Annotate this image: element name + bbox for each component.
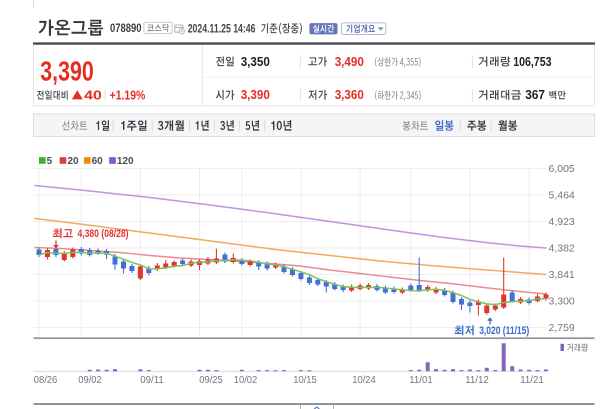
svg-text:09/02: 09/02 [78,375,102,386]
svg-text:+1.19%: +1.19% [110,87,146,102]
svg-text:09/25: 09/25 [199,375,223,386]
svg-text:2024.11.25 14:46: 2024.11.25 14:46 [188,23,256,35]
svg-text:3,020 (11/15): 3,020 (11/15) [479,325,529,337]
svg-text:6,005: 6,005 [549,163,575,175]
svg-text:3,390: 3,390 [40,56,93,87]
svg-text:4,382: 4,382 [549,243,575,255]
svg-text:3,390: 3,390 [241,88,270,102]
svg-text:4,923: 4,923 [549,216,575,228]
svg-text:3,841: 3,841 [549,269,575,281]
svg-text:11/01: 11/01 [409,375,433,386]
svg-text:60: 60 [92,156,104,167]
svg-text:09/11: 09/11 [140,375,164,386]
svg-text:4,380 (08/28): 4,380 (08/28) [78,228,129,240]
svg-text:3,350: 3,350 [241,55,270,69]
svg-text:120: 120 [117,156,134,167]
svg-text:5,464: 5,464 [549,190,575,202]
svg-text:367: 367 [525,88,545,102]
svg-text:3,360: 3,360 [335,88,364,102]
svg-text:11/21: 11/21 [520,375,544,386]
svg-text:078890: 078890 [110,21,142,35]
svg-text:20: 20 [68,156,80,167]
svg-text:40: 40 [84,87,102,102]
svg-text:11/12: 11/12 [465,375,489,386]
svg-text:08/26: 08/26 [34,375,58,386]
svg-text:5: 5 [47,156,53,167]
svg-text:106,753: 106,753 [513,55,551,69]
svg-text:10/15: 10/15 [293,375,317,386]
svg-text:10/24: 10/24 [352,375,376,386]
svg-text:2,759: 2,759 [549,322,575,334]
svg-text:3,490: 3,490 [335,55,364,69]
svg-text:3,300: 3,300 [549,296,575,308]
svg-text:10/02: 10/02 [234,375,258,386]
